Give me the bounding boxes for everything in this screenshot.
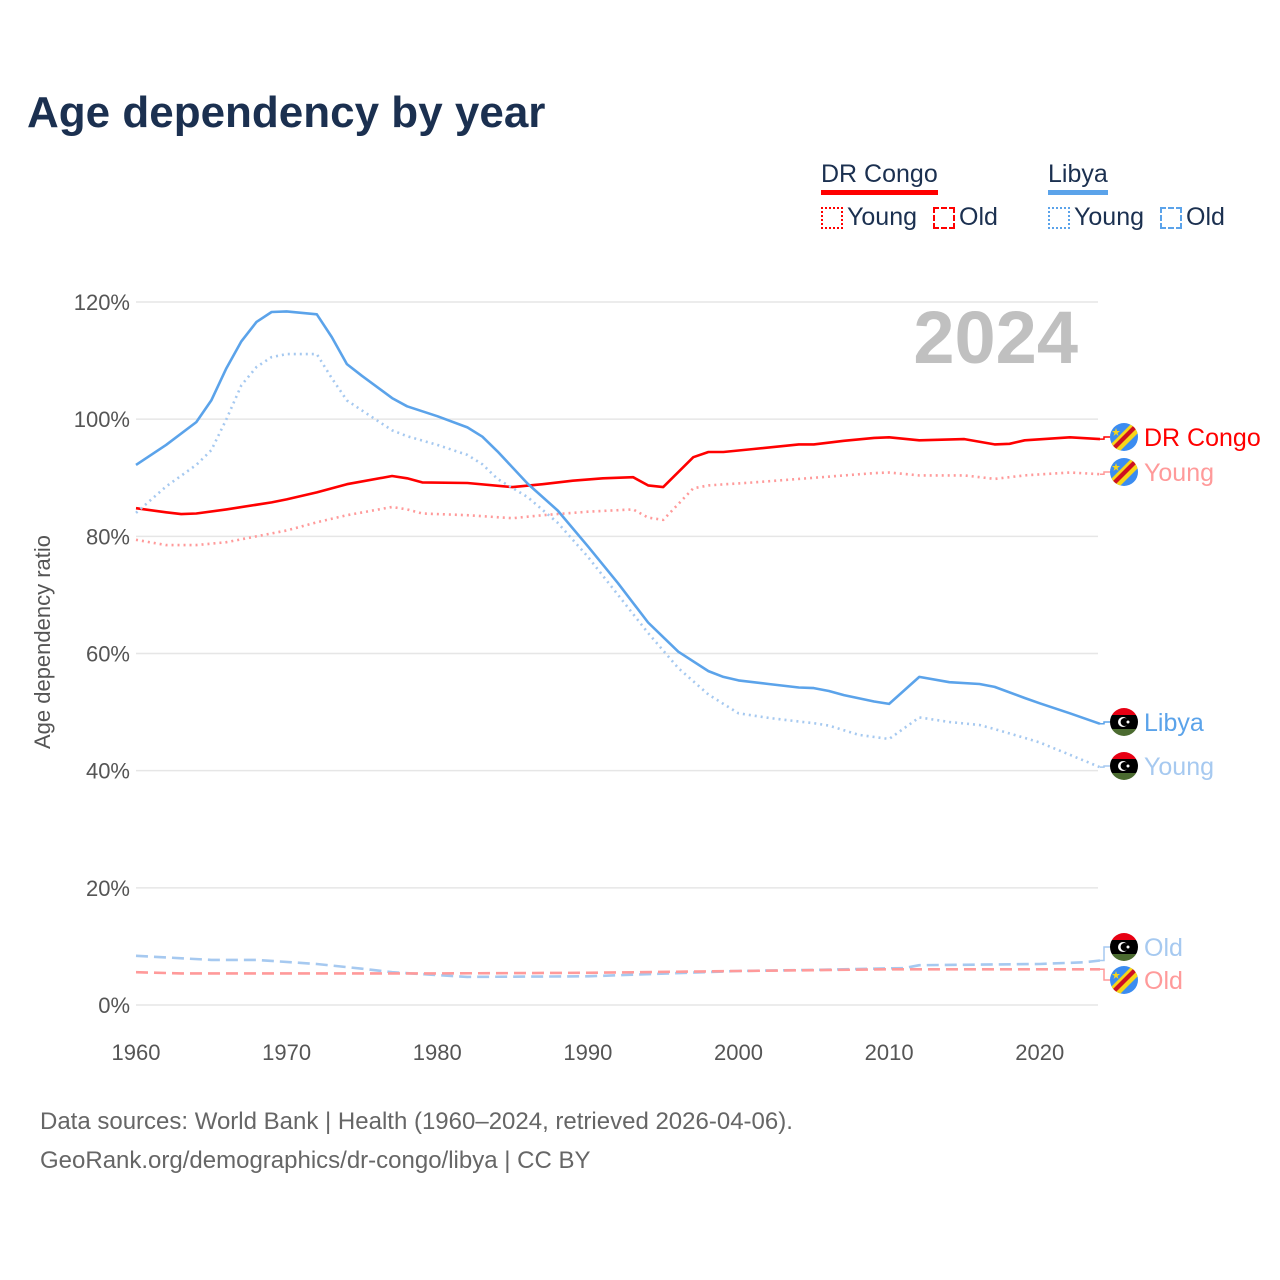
series-end-label: DR Congo [1144, 424, 1261, 452]
leader-line [1100, 721, 1110, 725]
series-line-libya-old[interactable] [135, 954, 1101, 979]
series-end-label: Old [1144, 967, 1183, 995]
x-tick-label: 2000 [714, 1040, 763, 1065]
legend-label: Old [959, 203, 998, 231]
dr-congo-flag-icon [1104, 960, 1144, 1000]
legend-item-libya-young[interactable]: Young [1048, 203, 1144, 232]
end-labels: DR Congo Young Libya Young Old Old [1100, 417, 1261, 1000]
y-tick-label: 40% [86, 759, 130, 784]
footer-sources: Data sources: World Bank | Health (1960–… [40, 1108, 793, 1135]
x-tick-label: 1960 [112, 1040, 161, 1065]
dashed-swatch-icon [1160, 206, 1182, 229]
libya-flag-icon [1109, 751, 1139, 781]
dr-congo-flag-icon [1104, 452, 1144, 492]
x-tick-label: 2020 [1015, 1040, 1064, 1065]
x-tick-label: 1980 [413, 1040, 462, 1065]
legend-country-libya[interactable]: Libya [1048, 160, 1108, 195]
series-line-libya[interactable] [135, 310, 1101, 726]
libya-flag-icon [1109, 932, 1139, 962]
series-end-label: Libya [1144, 709, 1204, 737]
series-line-dr-congo-young[interactable] [135, 471, 1101, 547]
x-tick-label: 2010 [865, 1040, 914, 1065]
y-tick-label: 0% [98, 993, 130, 1018]
x-tick-label: 1970 [262, 1040, 311, 1065]
dashed-swatch-icon [933, 206, 955, 229]
series-lines [135, 310, 1101, 979]
y-axis-label: Age dependency ratio [30, 535, 55, 749]
legend-label: Young [847, 203, 917, 231]
series-end-label: Young [1144, 459, 1214, 487]
dr-congo-flag-icon [1104, 417, 1144, 457]
y-tick-label: 100% [74, 407, 130, 432]
leader-line [1100, 968, 1110, 981]
y-tick-label: 80% [86, 524, 130, 549]
chart-title: Age dependency by year [27, 88, 546, 137]
y-tick-label: 120% [74, 290, 130, 315]
legend-group-libya: Libya Young Old [1048, 160, 1225, 232]
series-line-libya-young[interactable] [135, 352, 1101, 769]
x-axis: 1960 1970 1980 1990 2000 2010 2020 [112, 1040, 1065, 1065]
y-tick-label: 60% [86, 642, 130, 667]
leader-line [1100, 471, 1110, 475]
legend-item-libya-old[interactable]: Old [1160, 203, 1225, 232]
leader-line [1100, 765, 1110, 768]
x-tick-label: 1990 [563, 1040, 612, 1065]
dotted-swatch-icon [821, 206, 843, 229]
dotted-swatch-icon [1048, 206, 1070, 229]
current-year-label: 2024 [913, 296, 1078, 379]
y-tick-label: 20% [86, 876, 130, 901]
legend-group-dr-congo: DR Congo Young Old [821, 160, 998, 232]
series-end-label: Young [1144, 753, 1214, 781]
legend-country-dr-congo[interactable]: DR Congo [821, 160, 938, 195]
legend-item-dr-congo-old[interactable]: Old [933, 203, 998, 232]
leader-line [1100, 436, 1110, 440]
legend-item-dr-congo-young[interactable]: Young [821, 203, 917, 232]
series-end-label: Old [1144, 934, 1183, 962]
y-axis: 0% 20% 40% 60% 80% 100% 120% [74, 290, 130, 1018]
leader-line [1100, 946, 1110, 962]
legend-label: Old [1186, 203, 1225, 231]
legend-label: Young [1074, 203, 1144, 231]
series-line-dr-congo-old[interactable] [135, 968, 1100, 975]
series-line-dr-congo[interactable] [135, 436, 1101, 516]
libya-flag-icon [1109, 707, 1139, 737]
grid-lines [136, 301, 1098, 1006]
footer-link[interactable]: GeoRank.org/demographics/dr-congo/libya … [40, 1147, 591, 1174]
